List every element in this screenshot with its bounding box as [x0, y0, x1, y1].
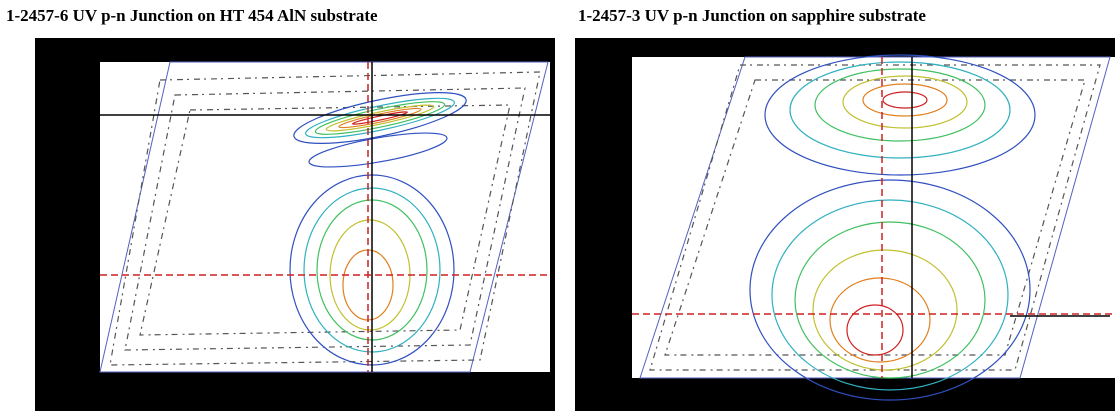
panel-title: 1-2457-6 UV p-n Junction on HT 454 AlN s…: [6, 6, 378, 25]
right-map: [575, 38, 1115, 411]
scan-boundary: [99, 61, 549, 373]
scan-boundary: [639, 56, 1111, 379]
plot-area: [632, 57, 1115, 378]
left-map: [35, 38, 555, 411]
contours: [649, 54, 1101, 401]
panel-title: 1-2457-3 UV p-n Junction on sapphire sub…: [578, 6, 926, 25]
plot-area: [100, 62, 550, 372]
